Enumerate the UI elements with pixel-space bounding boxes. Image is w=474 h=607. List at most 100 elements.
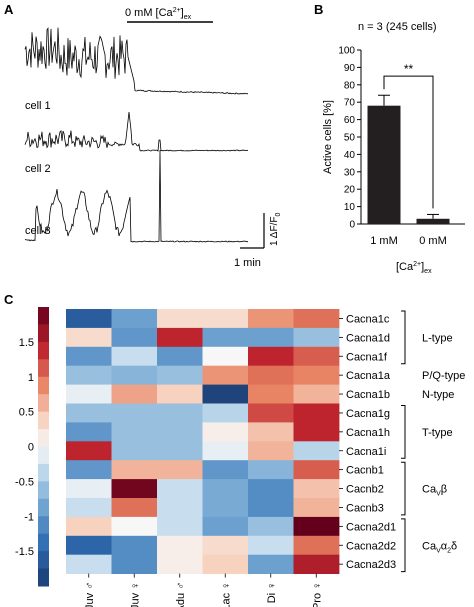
cell-1-label: cell 1	[25, 100, 51, 112]
heatmap-cell	[248, 384, 294, 404]
heatmap-cell	[111, 384, 158, 404]
colorbar-segment	[38, 551, 49, 570]
heatmap-cell	[248, 422, 294, 442]
colorbar-segment	[38, 341, 49, 360]
group-bracket	[401, 461, 406, 516]
heatmap-cell	[157, 327, 203, 348]
heatmap-cell	[293, 365, 340, 385]
heatmap-cell	[66, 422, 112, 442]
heatmap-cell	[202, 516, 249, 537]
heatmap-cell	[202, 327, 249, 348]
heatmap-cell	[293, 403, 340, 423]
group-bracket	[401, 405, 406, 459]
heatmap-cell	[248, 346, 294, 367]
y-tick-label: 100	[338, 46, 355, 57]
heatmap-cell	[293, 384, 340, 404]
heatmap-cell	[293, 498, 340, 518]
heatmap-cell	[111, 554, 158, 574]
y-tick-label: 60	[344, 115, 356, 126]
scale-y-text: 1 ΔF/F	[269, 217, 280, 246]
heatmap-cell	[248, 441, 294, 461]
heatmap-cell	[157, 498, 203, 518]
stim-label-close: ]	[181, 7, 184, 19]
gene-label: Cacna1g	[346, 408, 390, 420]
group-label: CaVβ	[422, 484, 447, 498]
stimulus-label: 0 mM [Ca2+]ex	[125, 7, 192, 21]
colorbar-segment	[38, 498, 49, 517]
bar-xaxis-sup: 2+	[413, 261, 421, 268]
colorbar-tick-label: -1.5	[15, 546, 34, 558]
gene-label: Cacna2d1	[346, 521, 396, 533]
heatmap-cell	[202, 403, 249, 423]
heatmap-cell	[202, 422, 249, 442]
gene-labels: Cacna1c Cacna1d Cacna1f Cacna1a Cacna1b Cacna…	[339, 313, 396, 571]
heatmap-cell	[111, 441, 158, 461]
colorbar-segment	[38, 481, 49, 500]
heatmap-cell	[66, 516, 112, 537]
gene-label: Cacna1d	[346, 332, 390, 344]
heatmap-cell	[293, 535, 340, 556]
column-label: Lac ♀	[220, 582, 232, 607]
column-label: Di ♀	[266, 582, 278, 604]
gene-label: Cacna1b	[346, 389, 390, 401]
colorbar-tick-label: -0.5	[15, 476, 34, 488]
svg-text:1 ΔF/F0: 1 ΔF/F0	[269, 213, 282, 246]
group-label: N-type	[422, 389, 454, 401]
scale-y-label: 1 ΔF/F0	[269, 213, 282, 246]
y-tick-label: 40	[344, 150, 356, 161]
heatmap-cell	[248, 327, 294, 348]
heatmap-cell	[157, 384, 203, 404]
heatmap-cell	[66, 309, 112, 329]
gene-label: Cacna1i	[346, 446, 386, 458]
group-label: T-type	[422, 427, 453, 439]
gene-label: Cacnb2	[346, 484, 384, 496]
heatmap-cell	[111, 535, 158, 556]
heatmap-cell	[111, 516, 158, 537]
heatmap-cell	[202, 535, 249, 556]
heatmap-cell	[157, 460, 203, 480]
heatmap-cell	[157, 516, 203, 537]
y-tick-label: 80	[344, 80, 356, 91]
colorbar-segment	[38, 359, 49, 378]
trace-cell-3	[24, 149, 249, 243]
trace-cell-1	[24, 27, 249, 95]
heatmap-cell	[248, 460, 294, 480]
panel-a-letter: A	[4, 2, 14, 17]
bar	[367, 105, 401, 224]
heatmap-cell	[111, 346, 158, 367]
trace-cell-2	[24, 111, 249, 152]
gene-label: Cacna1h	[346, 427, 390, 439]
heatmap-cell	[157, 422, 203, 442]
colorbar-segment	[38, 324, 49, 343]
gene-label: Cacna2d2	[346, 540, 396, 552]
heatmap-cell	[157, 554, 203, 574]
panel-b-letter: B	[314, 2, 323, 17]
colorbar-segment	[38, 307, 49, 325]
heatmap-cell	[202, 460, 249, 480]
heatmap-cell	[66, 365, 112, 385]
heatmap-cell	[293, 460, 340, 480]
heatmap-cell	[157, 403, 203, 423]
gene-label: Cacna1f	[346, 351, 388, 363]
heatmap-cell	[293, 346, 340, 367]
colorbar-segment	[38, 411, 49, 430]
colorbar-segment	[38, 446, 49, 465]
heatmap-cell	[157, 309, 203, 329]
heatmap-cell	[66, 441, 112, 461]
column-labels: Juv ♂ Juv ♀ Adu ♂ Lac ♀ Di ♀ Pro ♀	[84, 573, 323, 607]
panel-c-letter: C	[4, 292, 14, 307]
heatmap-cell	[66, 535, 112, 556]
group-bracket	[401, 518, 406, 573]
colorbar-tick-label: 1.5	[19, 337, 34, 349]
cell-3-label: cell 3	[25, 225, 51, 237]
gene-groups: L-type P/Q-type N-type T-type CaVβ CaVα2δ	[401, 310, 465, 573]
heatmap-cell	[111, 498, 158, 518]
heatmap-cell	[248, 403, 294, 423]
heatmap-cell	[111, 479, 158, 499]
bar-xaxis-sub: ex	[424, 268, 432, 275]
heatmap-cell	[202, 365, 249, 385]
y-tick-label: 30	[344, 167, 356, 178]
heatmap-cell	[111, 309, 158, 329]
heatmap-cell	[202, 384, 249, 404]
heatmap-cell	[66, 403, 112, 423]
